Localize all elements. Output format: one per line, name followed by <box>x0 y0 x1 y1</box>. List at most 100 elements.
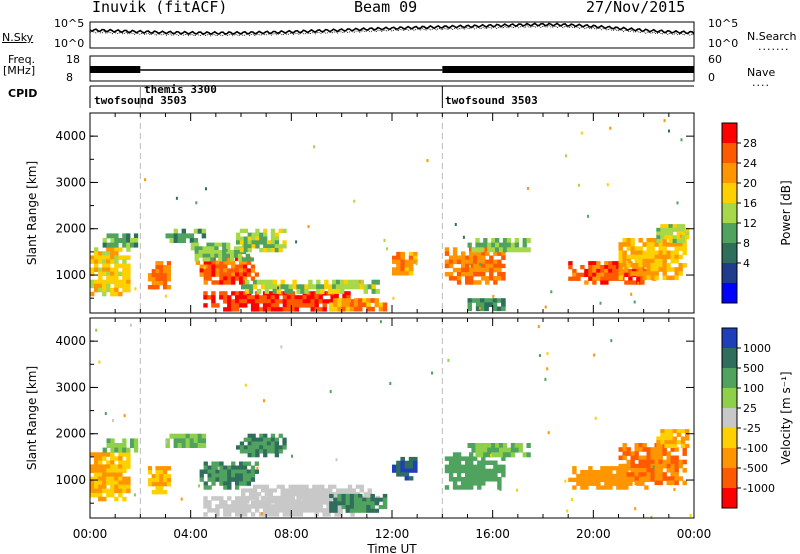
power-cell <box>90 255 95 260</box>
velocity-cell <box>219 473 224 478</box>
power-scatter-point <box>462 235 465 239</box>
velocity-cell <box>173 438 178 444</box>
power-cell <box>475 302 481 307</box>
power-cell <box>604 261 609 266</box>
velocity-colorbar-frame <box>721 327 738 509</box>
velocity-cell <box>479 447 484 453</box>
power-cell <box>485 259 490 265</box>
power-cell <box>286 299 292 304</box>
velocity-region <box>165 433 207 448</box>
power-cell <box>366 306 371 312</box>
velocity-cell <box>489 468 494 474</box>
power-cell <box>218 257 223 262</box>
velocity-cell <box>680 429 686 434</box>
velocity-cell <box>347 488 353 493</box>
power-cell <box>632 280 637 285</box>
power-cell <box>514 247 519 253</box>
power-cell <box>223 291 228 296</box>
velocity-cell <box>276 495 281 500</box>
velocity-cell <box>255 437 260 442</box>
power-cell <box>346 291 351 296</box>
power-scatter-point <box>353 199 356 203</box>
power-colorbar-swatch <box>722 223 737 244</box>
velocity-cell <box>506 447 512 453</box>
velocity-cell <box>522 452 527 458</box>
velocity-cell <box>670 468 675 473</box>
power-cell <box>654 271 659 276</box>
power-cell <box>242 268 248 273</box>
power-cell <box>306 295 311 300</box>
velocity-cell <box>270 441 276 446</box>
velocity-cell <box>259 437 264 442</box>
velocity-cell <box>367 492 372 497</box>
velocity-cell <box>461 481 466 486</box>
velocity-cell <box>465 456 470 461</box>
velocity-cell <box>306 508 311 513</box>
velocity-cell <box>185 443 190 448</box>
power-cell <box>94 255 99 260</box>
power-cell <box>227 276 232 281</box>
velocity-cell <box>270 445 276 450</box>
power-cell <box>465 276 470 281</box>
power-scatter-point <box>203 266 206 270</box>
velocity-cell <box>654 447 659 452</box>
velocity-cell <box>276 499 281 504</box>
power-cell <box>126 255 131 260</box>
power-cell <box>203 291 208 296</box>
power-cell <box>318 299 323 304</box>
velocity-cell <box>211 461 216 466</box>
velocity-cell <box>118 492 123 498</box>
power-cell <box>276 288 281 294</box>
power-cell <box>245 288 250 294</box>
power-cell <box>469 280 474 285</box>
velocity-scatter-point <box>499 487 502 491</box>
velocity-cell <box>274 453 279 458</box>
velocity-cell <box>98 468 103 473</box>
velocity-cell <box>634 443 639 448</box>
velocity-cell <box>159 466 164 471</box>
power-cell <box>177 233 182 239</box>
power-cell <box>298 299 303 304</box>
power-cell <box>448 259 454 265</box>
power-cell <box>250 299 256 304</box>
power-cell <box>122 279 127 285</box>
velocity-cell <box>263 445 268 450</box>
power-cell <box>332 279 337 285</box>
power-cell <box>497 267 502 273</box>
velocity-cell <box>90 492 95 498</box>
velocity-cell <box>604 485 609 490</box>
velocity-scatter-point <box>610 339 613 343</box>
velocity-cell <box>288 488 293 493</box>
x-tick-label: 16:00 <box>475 527 510 541</box>
velocity-cell <box>312 484 317 489</box>
power-cell <box>214 246 219 251</box>
velocity-cell <box>272 499 277 504</box>
power-cell <box>634 258 639 264</box>
power-scatter-point <box>599 301 602 305</box>
power-cell <box>638 254 643 260</box>
power-cell <box>173 228 178 234</box>
power-cell <box>263 228 268 233</box>
velocity-cell <box>479 443 484 448</box>
power-cell <box>343 279 349 285</box>
velocity-cell <box>465 460 470 465</box>
velocity-cell <box>329 493 334 498</box>
velocity-cell <box>245 495 250 500</box>
power-cell <box>194 250 199 255</box>
velocity-cell <box>620 481 625 486</box>
velocity-cell <box>353 493 359 498</box>
power-cell <box>251 232 256 237</box>
power-cell <box>296 288 301 294</box>
velocity-cell <box>477 481 482 486</box>
power-cell <box>469 259 474 265</box>
power-cell <box>510 247 516 253</box>
velocity-cell <box>235 481 240 486</box>
power-cell <box>656 235 661 240</box>
power-cell <box>252 279 258 285</box>
velocity-cell <box>654 459 659 465</box>
power-cell <box>630 263 635 268</box>
power-cell <box>475 306 481 312</box>
velocity-cell <box>166 466 171 471</box>
velocity-cell <box>316 499 321 504</box>
